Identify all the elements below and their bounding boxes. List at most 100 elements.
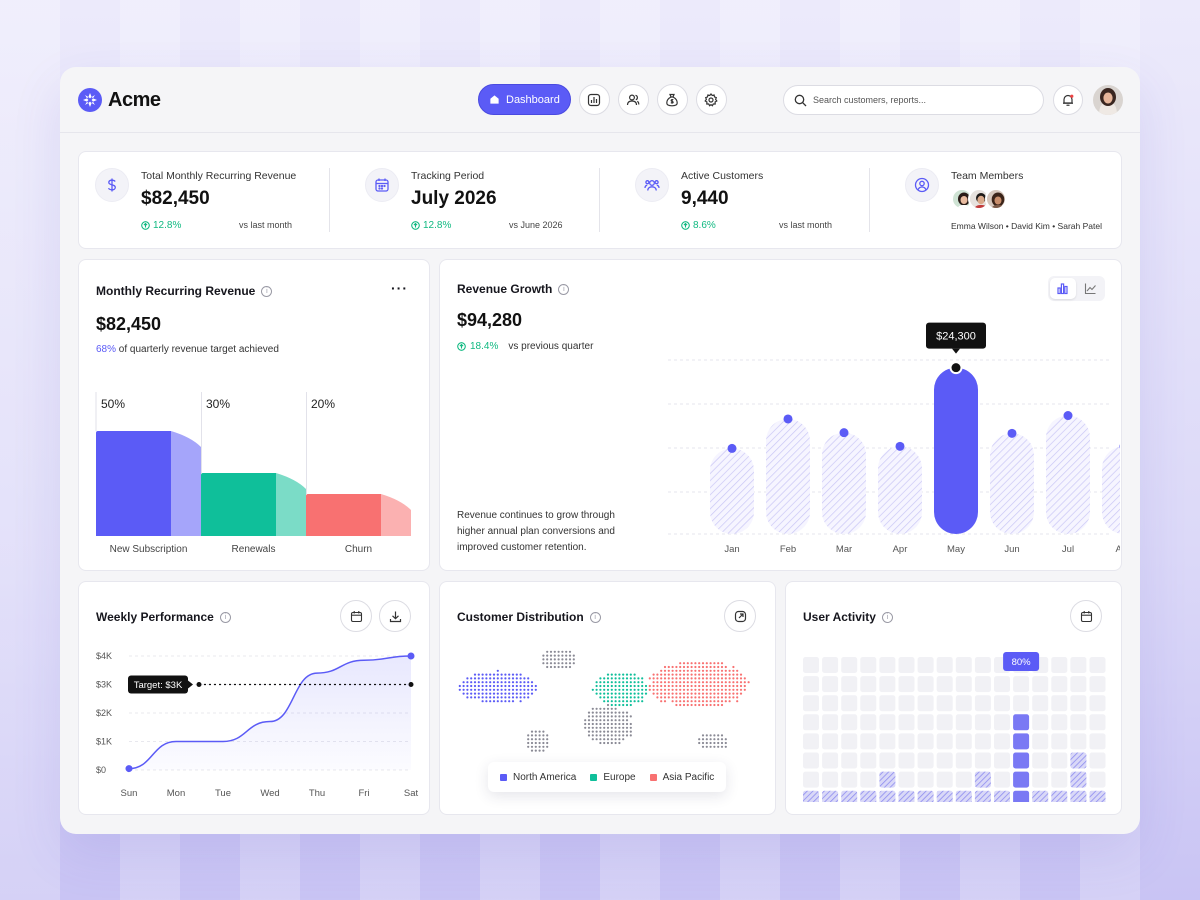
map-dot [625, 673, 629, 676]
data-point [407, 652, 415, 660]
map-dot [686, 696, 689, 699]
map-dot [496, 692, 499, 695]
activity-cell [803, 790, 819, 802]
map-dot [717, 669, 720, 672]
map-dot [679, 669, 682, 672]
kpi-compare: vs last month [239, 220, 293, 230]
tooltip-label: $24,300 [936, 331, 976, 343]
arrow-up-circle-icon [457, 342, 466, 351]
activity-cell [917, 657, 934, 673]
map-dot [466, 684, 469, 688]
info-icon[interactable]: i [261, 285, 273, 297]
map-dot [717, 696, 720, 699]
activity-cell [841, 676, 858, 693]
map-dot [553, 650, 556, 653]
user-avatar[interactable] [1093, 85, 1123, 115]
map-dot [724, 684, 727, 688]
activity-cell [936, 657, 953, 673]
map-dot [595, 726, 598, 729]
map-dot [500, 692, 503, 695]
map-dot [622, 738, 625, 741]
map-dot [606, 730, 610, 733]
legend-item-asia-pacific[interactable]: Asia Pacific [649, 772, 714, 783]
map-dot [603, 688, 606, 691]
map-dot [720, 665, 724, 669]
activity-cell [1070, 733, 1087, 750]
info-icon[interactable]: i [881, 611, 893, 623]
nav-customers-button[interactable] [617, 84, 649, 115]
map-dot [549, 654, 553, 657]
kpi-mrr: Total Monthly Recurring Revenue $82,450 … [79, 152, 329, 250]
nav-reports-button[interactable] [578, 84, 610, 115]
map-dot [660, 681, 663, 684]
map-dot [713, 703, 716, 707]
map-dot [599, 715, 602, 718]
kpi-delta-value: 8.6% [693, 220, 716, 231]
search-bar[interactable] [783, 85, 1044, 115]
map-dot [610, 681, 613, 684]
map-dot [709, 681, 712, 684]
activity-cell [879, 714, 896, 731]
more-options-icon[interactable]: ··· [391, 280, 408, 296]
nav-dashboard-button[interactable]: Dashboard [478, 84, 571, 115]
map-dot [599, 719, 602, 722]
logo[interactable]: Acme [78, 88, 161, 112]
info-icon[interactable]: i [558, 283, 570, 295]
activity-calendar-button[interactable] [1070, 600, 1102, 632]
weekly-calendar-button[interactable] [340, 600, 372, 632]
info-icon[interactable]: i [219, 611, 231, 623]
weekly-download-button[interactable] [379, 600, 411, 632]
map-dot [717, 692, 720, 695]
line-chart-toggle[interactable] [1078, 278, 1104, 299]
activity-cell [1089, 676, 1106, 693]
map-dot [470, 692, 473, 695]
map-dot [610, 734, 613, 737]
map-dot [698, 669, 701, 672]
activity-cell [917, 733, 934, 750]
card-title: Monthly Recurring Revenue i [96, 284, 273, 298]
map-dot [542, 658, 545, 661]
map-dot [618, 722, 621, 726]
map-dot [485, 696, 488, 699]
nav-billing-button[interactable] [656, 84, 688, 115]
map-dot [473, 692, 477, 695]
map-dot [546, 745, 549, 748]
map-dot [686, 681, 689, 684]
map-dot [637, 688, 640, 691]
team-avatar[interactable] [985, 188, 1007, 210]
map-dot [736, 692, 739, 695]
legend-item-europe[interactable]: Europe [590, 772, 636, 783]
map-dot [599, 707, 602, 710]
map-dot [492, 684, 496, 688]
map-dot [527, 684, 530, 688]
x-tick-label: Feb [780, 544, 796, 555]
revenue-growth-description: Revenue continues to grow through higher… [457, 510, 615, 553]
map-dot [675, 677, 678, 680]
map-dot [667, 673, 670, 676]
calendar-icon [1080, 610, 1092, 622]
map-dot [542, 741, 545, 745]
search-input[interactable] [813, 95, 1033, 105]
activity-cell [1089, 771, 1106, 788]
map-dot [637, 696, 640, 699]
legend-label: North America [513, 771, 577, 783]
bar-chart-toggle[interactable] [1050, 278, 1076, 299]
activity-cell [822, 752, 839, 769]
map-dot [618, 726, 621, 729]
info-icon[interactable]: i [589, 611, 601, 623]
map-dot [606, 684, 610, 688]
map-dot [618, 677, 621, 680]
legend-item-north-america[interactable]: North America [500, 772, 576, 783]
team-avatar[interactable] [951, 188, 973, 210]
map-dot [500, 673, 503, 676]
map-dot [667, 677, 670, 680]
map-dot [511, 681, 515, 684]
x-tick-label: Apr [893, 544, 908, 555]
map-dot [705, 696, 708, 699]
open-external-button[interactable] [724, 600, 756, 632]
nav-settings-button[interactable] [695, 84, 727, 115]
activity-cell [803, 752, 819, 769]
map-dot [698, 692, 701, 695]
notifications-button[interactable] [1053, 85, 1083, 115]
activity-cell [936, 714, 953, 731]
